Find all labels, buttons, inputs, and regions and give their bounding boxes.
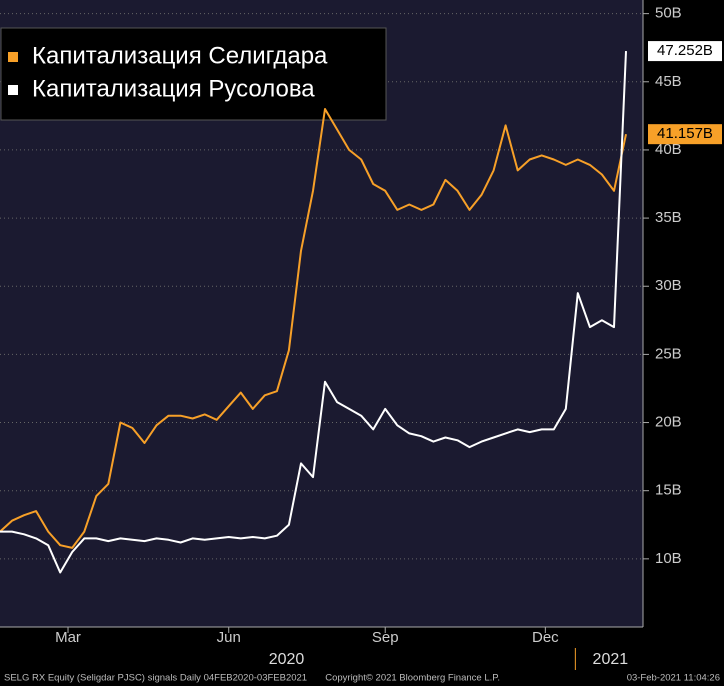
y-tick-label: 20B xyxy=(655,414,682,431)
y-tick-label: 10B xyxy=(655,550,682,567)
value-label: 41.157B xyxy=(657,125,713,142)
footer-text: SELG RX Equity (Seligdar PJSC) signals D… xyxy=(4,673,307,684)
value-label-box xyxy=(648,41,722,62)
series-line xyxy=(0,51,627,574)
footer-text: Copyright© 2021 Bloomberg Finance L.P. xyxy=(325,673,500,684)
y-tick-label: 30B xyxy=(655,277,682,294)
x-tick-label: Sep xyxy=(372,629,399,646)
legend-label: Капитализация Селигдара xyxy=(32,42,328,69)
year-label: 2021 xyxy=(593,651,629,668)
value-label-box xyxy=(648,124,722,145)
x-tick-label: Mar xyxy=(55,629,81,646)
x-tick-label: Jun xyxy=(217,629,241,646)
value-label: 47.252B xyxy=(657,42,713,59)
y-tick-label: 35B xyxy=(655,209,682,226)
legend-swatch xyxy=(8,85,18,95)
legend-swatch xyxy=(8,52,18,62)
y-tick-label: 25B xyxy=(655,345,682,362)
y-tick-label: 50B xyxy=(655,5,682,22)
y-tick-label: 40B xyxy=(655,141,682,158)
x-tick-label: Dec xyxy=(532,629,559,646)
y-tick-label: 45B xyxy=(655,73,682,90)
footer-text: 03-Feb-2021 11:04:26 xyxy=(627,673,720,684)
legend-label: Капитализация Русолова xyxy=(32,75,315,102)
series-line xyxy=(0,108,627,549)
year-label: 2020 xyxy=(269,651,305,668)
legend-box xyxy=(0,27,387,121)
y-tick-label: 15B xyxy=(655,482,682,499)
